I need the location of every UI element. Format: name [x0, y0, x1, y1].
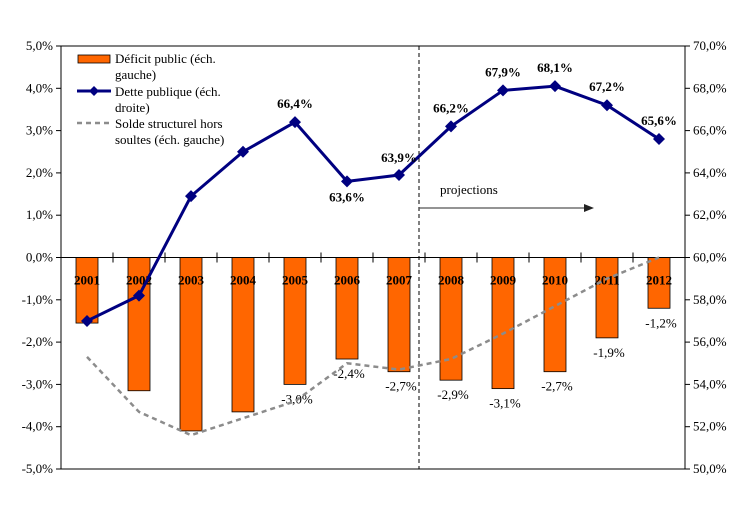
legend-label: droite) — [115, 100, 150, 115]
bar-2011 — [595, 257, 619, 339]
left-tick-label: 4,0% — [26, 80, 53, 95]
dette-data-label: 67,2% — [589, 79, 625, 94]
left-tick-label: 1,0% — [26, 207, 53, 222]
left-tick-label: -3,0% — [22, 376, 54, 391]
right-tick-label: 60,0% — [693, 250, 727, 265]
category-label: 2008 — [438, 273, 465, 288]
legend-swatch-deficit — [77, 54, 111, 64]
bar-data-label: -3,1% — [489, 396, 521, 411]
left-tick-label: 5,0% — [26, 38, 53, 53]
dette-marker-2012 — [653, 133, 665, 146]
dette-marker-2010 — [549, 80, 561, 93]
right-tick-label: 58,0% — [693, 292, 727, 307]
category-label: 2012 — [646, 273, 672, 288]
arrow-head-icon — [584, 204, 594, 212]
bar-data-label: -1,2% — [645, 315, 677, 330]
right-tick-label: 52,0% — [693, 419, 727, 434]
right-tick-label: 70,0% — [693, 38, 727, 53]
right-tick-label: 54,0% — [693, 376, 727, 391]
right-tick-label: 64,0% — [693, 165, 727, 180]
legend-diamond-icon — [89, 86, 99, 96]
dette-data-label: 66,2% — [433, 100, 469, 115]
left-tick-label: 2,0% — [26, 165, 53, 180]
dette-data-label: 67,9% — [485, 64, 521, 79]
category-label: 2007 — [386, 273, 413, 288]
dette-marker-2005 — [289, 116, 301, 129]
dette-marker-2009 — [497, 84, 509, 97]
legend-label: gauche) — [115, 67, 156, 82]
left-tick-label: -1,0% — [22, 292, 54, 307]
bar-data-label: -2,9% — [437, 387, 469, 402]
dette-marker-2006 — [341, 175, 353, 188]
solde-structurel-line — [86, 256, 660, 437]
category-label: 2010 — [542, 273, 568, 288]
category-label: 2003 — [178, 273, 205, 288]
dette-marker-2002 — [133, 289, 145, 302]
dette-marker-2003 — [185, 190, 197, 203]
right-tick-label: 66,0% — [693, 123, 727, 138]
legend-label: Solde structurel hors — [115, 116, 223, 131]
right-tick-label: 62,0% — [693, 207, 727, 222]
dette-marker-2011 — [601, 99, 613, 112]
projections-label: projections — [440, 182, 498, 197]
dette-data-label: 68,1% — [537, 60, 573, 75]
right-tick-label: 56,0% — [693, 334, 727, 349]
dette-marker-2007 — [393, 169, 405, 182]
left-tick-label: 0,0% — [26, 250, 53, 265]
category-label: 2005 — [282, 273, 309, 288]
right-tick-label: 50,0% — [693, 461, 727, 476]
category-label: 2006 — [334, 273, 361, 288]
dette-data-label: 63,6% — [329, 189, 365, 204]
dette-marker-2008 — [445, 120, 457, 133]
dette-publique-line — [86, 84, 660, 323]
bar-data-label: -1,9% — [593, 345, 625, 360]
category-label: 2009 — [490, 273, 517, 288]
left-tick-label: -5,0% — [22, 461, 54, 476]
left-tick-label: 3,0% — [26, 123, 53, 138]
category-label: 2001 — [74, 273, 100, 288]
bar-2001 — [75, 257, 99, 324]
dette-data-label: 63,9% — [381, 150, 417, 165]
legend-label: Dette publique (éch. — [115, 84, 221, 99]
bar-data-label: -2,4% — [333, 366, 365, 381]
left-tick-label: -2,0% — [22, 334, 54, 349]
bar-data-label: -2,7% — [541, 379, 573, 394]
left-tick-label: -4,0% — [22, 419, 54, 434]
category-label: 2004 — [230, 273, 257, 288]
dette-data-label: 65,6% — [641, 113, 677, 128]
right-tick-label: 68,0% — [693, 80, 727, 95]
legend-label: Déficit public (éch. — [115, 51, 216, 66]
dette-marker-2004 — [237, 145, 249, 158]
dette-marker-2001 — [81, 314, 93, 327]
dette-data-label: 66,4% — [277, 96, 313, 111]
legend-label: soultes (éch. gauche) — [115, 132, 224, 147]
bar-data-label: -2,7% — [385, 379, 417, 394]
